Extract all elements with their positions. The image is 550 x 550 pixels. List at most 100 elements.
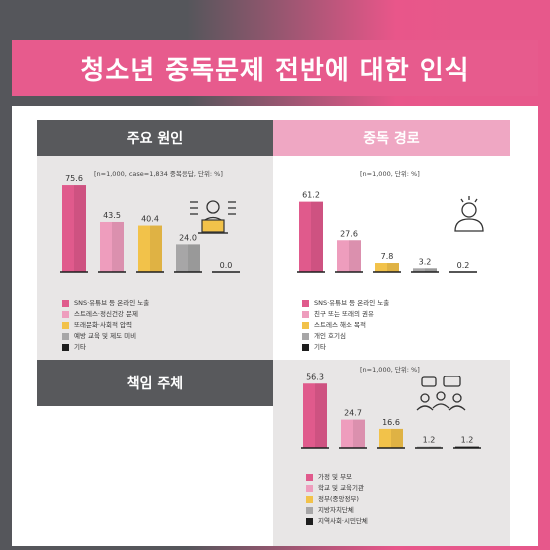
legend-item: SNS·유튜브 등 온라인 노출 <box>302 298 389 309</box>
bar-shade-routes-0 <box>311 201 323 272</box>
panel-title-causes: 주요 원인 <box>126 131 184 147</box>
legend-item: 예방 교육 및 제도 미비 <box>62 331 149 342</box>
legend-swatch <box>302 300 309 307</box>
legend-label: 기타 <box>314 343 326 351</box>
legend-label: 지방자치단체 <box>318 506 354 514</box>
panel-header-routes: 중독 경로 <box>273 120 510 156</box>
bar-responsibility-2 <box>379 428 403 448</box>
bar-responsibility-1 <box>341 419 365 448</box>
bar-shade-causes-1 <box>112 221 124 272</box>
content-area: 주요 원인 [n=1,000, case=1,834 중복응답, 단위: %] … <box>12 106 538 546</box>
legend-swatch <box>62 344 69 351</box>
person-laptop-icon <box>190 200 236 234</box>
panel-title-responsibility: 책임 주체 <box>126 376 184 392</box>
bar-shade-routes-2 <box>387 263 399 272</box>
bar-shade-routes-3 <box>425 268 437 272</box>
charts-canvas: 75.6 43.5 40.4 24.0 0.0 61.2 27.6 7.8 3.2 0.2 56.3… <box>60 174 481 449</box>
legend-label: 스트레스·정신건강 문제 <box>74 310 138 318</box>
panel-title-routes: 중독 경로 <box>363 131 420 147</box>
bar-responsibility-0 <box>303 383 327 448</box>
legend-swatch <box>306 496 313 503</box>
panel-header-causes: 주요 원인 <box>37 120 273 156</box>
legend-swatch <box>302 322 309 329</box>
chart-note-causes: [n=1,000, case=1,834 중복응답, 단위: %] <box>94 170 223 178</box>
bar-causes-2 <box>138 225 162 272</box>
legend-item: 개인 호기심 <box>302 331 389 342</box>
chart-note-responsibility: [n=1,000, 단위: %] <box>360 366 420 374</box>
legend-label: 기타 <box>74 343 86 351</box>
legend-item: 지역사회·시민단체 <box>306 516 368 527</box>
legend-swatch <box>62 300 69 307</box>
chart-note-routes: [n=1,000, 단위: %] <box>360 170 420 178</box>
legend-item: 학교 및 교육기관 <box>306 483 368 494</box>
bar-shade-routes-1 <box>349 240 361 272</box>
legend-label: 정부(중앙정부) <box>318 495 359 503</box>
value-label-responsibility-4: 1.2 <box>461 436 474 445</box>
bar-causes-0 <box>62 185 86 272</box>
legend-swatch <box>302 311 309 318</box>
bar-causes-1 <box>100 221 124 272</box>
legend-label: 학교 및 교육기관 <box>318 484 364 492</box>
legend-swatch <box>62 311 69 318</box>
title-banner: 청소년 중독문제 전반에 대한 인식 <box>12 40 538 96</box>
legend-label: 친구 또는 또래의 권유 <box>314 310 375 318</box>
value-label-causes-4: 0.0 <box>220 261 233 270</box>
legend-label: SNS·유튜브 등 온라인 노출 <box>314 299 390 307</box>
value-label-causes-1: 43.5 <box>103 211 121 220</box>
value-label-responsibility-2: 16.6 <box>382 418 400 427</box>
legend-label: 또래문화·사회적 압력 <box>74 321 132 329</box>
legend-label: 스트레스 해소 목적 <box>314 321 366 329</box>
legend-item: SNS·유튜브 등 온라인 노출 <box>62 298 149 309</box>
legend-swatch <box>306 507 313 514</box>
legend-label: SNS·유튜브 등 온라인 노출 <box>74 299 150 307</box>
legend-item: 친구 또는 또래의 권유 <box>302 309 389 320</box>
value-label-routes-0: 61.2 <box>302 191 320 200</box>
value-label-routes-3: 3.2 <box>419 257 432 266</box>
legend-swatch <box>306 485 313 492</box>
legend-label: 개인 호기심 <box>314 332 346 340</box>
legend-label: 가정 및 부모 <box>318 473 353 481</box>
bar-shade-causes-0 <box>74 185 86 272</box>
legend-item: 가정 및 부모 <box>306 472 368 483</box>
panel-header-responsibility: 책임 주체 <box>37 360 273 406</box>
bar-routes-1 <box>337 240 361 272</box>
value-label-causes-2: 40.4 <box>141 215 159 224</box>
legend-item: 정부(중앙정부) <box>306 494 368 505</box>
legend-item: 기타 <box>62 342 149 353</box>
legend-item: 또래문화·사회적 압력 <box>62 320 149 331</box>
group-discussion-icon <box>416 376 466 411</box>
bar-shade-responsibility-1 <box>353 419 365 448</box>
legend-item: 스트레스 해소 목적 <box>302 320 389 331</box>
bar-shade-responsibility-0 <box>315 383 327 448</box>
value-label-causes-3: 24.0 <box>179 233 197 242</box>
bar-shade-causes-2 <box>150 225 162 272</box>
value-label-responsibility-0: 56.3 <box>306 372 324 381</box>
bar-routes-0 <box>299 201 323 272</box>
value-label-causes-0: 75.6 <box>65 174 83 183</box>
legend-item: 기타 <box>302 342 389 353</box>
bar-shade-responsibility-2 <box>391 428 403 448</box>
value-label-responsibility-3: 1.2 <box>423 436 436 445</box>
legend-label: 예방 교육 및 제도 미비 <box>74 332 137 340</box>
bar-causes-3 <box>176 244 200 272</box>
value-label-routes-1: 27.6 <box>340 229 358 238</box>
person-idea-icon <box>454 196 484 232</box>
legend-swatch <box>306 518 313 525</box>
value-label-routes-4: 0.2 <box>457 261 470 270</box>
bar-routes-2 <box>375 263 399 272</box>
legend-swatch <box>62 333 69 340</box>
legend-label: 지역사회·시민단체 <box>318 517 368 525</box>
value-label-responsibility-1: 24.7 <box>344 409 362 418</box>
legend-swatch <box>306 474 313 481</box>
bar-shade-causes-3 <box>188 244 200 272</box>
bar-routes-3 <box>413 268 437 272</box>
legend-item: 지방자치단체 <box>306 505 368 516</box>
legend-item: 스트레스·정신건강 문제 <box>62 309 149 320</box>
legend-swatch <box>302 333 309 340</box>
legend-swatch <box>302 344 309 351</box>
legend-swatch <box>62 322 69 329</box>
page-title: 청소년 중독문제 전반에 대한 인식 <box>80 55 470 86</box>
